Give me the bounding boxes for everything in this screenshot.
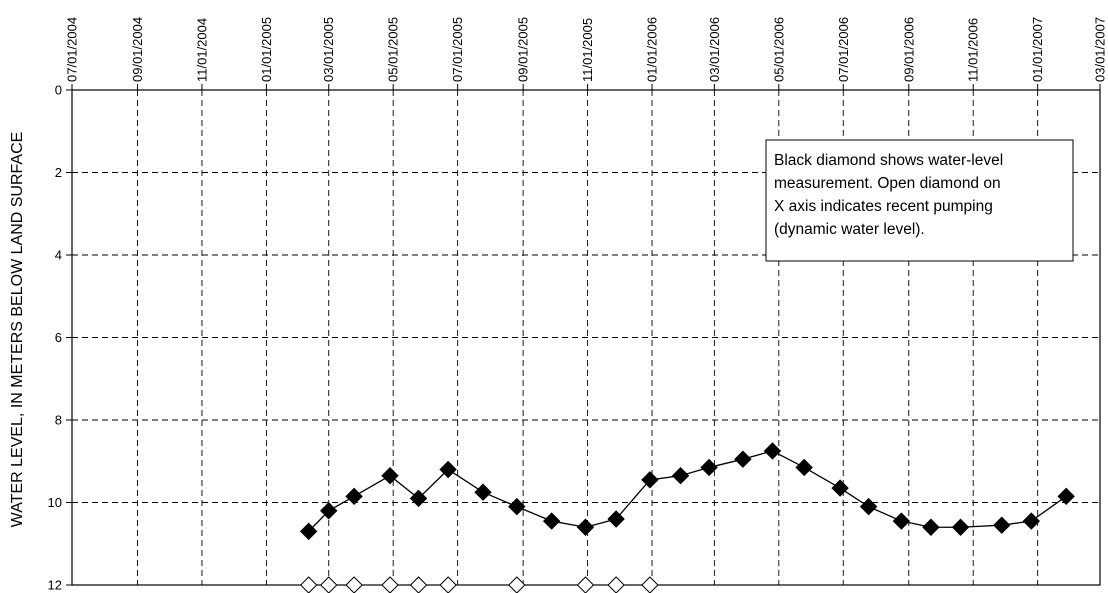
pumping-marker: [576, 576, 595, 593]
annotation-line: (dynamic water level).: [774, 221, 925, 238]
pumping-marker: [381, 576, 399, 593]
annotation-line: X axis indicates recent pumping: [774, 198, 993, 215]
measurement-point: [508, 497, 526, 516]
y-tick-label: 0: [55, 83, 62, 98]
y-tick-label: 4: [55, 248, 62, 263]
x-tick-label: 07/01/2004: [65, 17, 80, 82]
measurement-point: [922, 518, 940, 536]
y-tick-label: 8: [55, 413, 62, 428]
pumping-marker: [607, 576, 625, 593]
measurement-point: [320, 502, 338, 520]
y-tick-label: 6: [55, 330, 62, 345]
measurement-point: [795, 458, 813, 477]
pumping-marker: [641, 576, 659, 593]
measurement-point: [576, 518, 595, 536]
x-tick-label: 11/01/2004: [194, 18, 209, 82]
measurement-point: [700, 458, 718, 477]
annotation-text: Black diamond shows water-level measureme…: [774, 152, 1003, 238]
x-tick-label: 03/01/2005: [321, 17, 336, 82]
y-axis-ticks: 0 2 4 6 8 10 12: [48, 83, 72, 593]
measurement-point: [859, 497, 878, 516]
x-tick-label: 01/01/2006: [645, 17, 660, 82]
x-tick-label: 05/01/2006: [771, 17, 786, 82]
measurement-point: [381, 466, 399, 485]
x-tick-label: 09/01/2006: [901, 17, 916, 82]
measurement-point: [542, 512, 561, 530]
pumping-marker: [409, 576, 428, 593]
x-tick-label: 11/01/2006: [966, 18, 981, 82]
measurement-point: [641, 471, 659, 489]
x-tick-label: 09/01/2004: [130, 17, 145, 82]
measurement-point: [671, 466, 690, 485]
measurement-point: [892, 512, 911, 530]
measurement-point: [1057, 487, 1075, 506]
grid-lines: [72, 90, 1100, 585]
measurement-point: [734, 450, 752, 468]
y-tick-label: 10: [48, 495, 62, 510]
pumping-marker: [345, 576, 363, 593]
measurement-point: [474, 483, 492, 501]
data-series: [299, 442, 1075, 593]
x-tick-label: 01/01/2005: [259, 17, 274, 82]
pumping-marker: [320, 576, 338, 593]
pumping-marker: [299, 576, 318, 593]
measurement-point: [1022, 512, 1041, 530]
y-axis-label: WATER LEVEL, IN METERS BELOW LAND SURFAC…: [9, 132, 26, 528]
pumping-marker: [439, 576, 457, 593]
measurement-point: [831, 479, 849, 497]
annotation-box: Black diamond shows water-level measureme…: [765, 139, 1074, 262]
x-tick-label: 03/01/2006: [707, 17, 722, 82]
x-tick-label: 09/01/2005: [516, 17, 531, 82]
x-tick-label: 11/01/2005: [580, 18, 595, 82]
x-tick-label: 01/01/2007: [1030, 17, 1045, 82]
measurement-point: [409, 489, 428, 508]
measurement-point: [763, 442, 782, 460]
annotation-frame: [765, 139, 1074, 262]
annotation-line: measurement. Open diamond on: [774, 175, 1001, 192]
y-tick-label: 2: [55, 165, 62, 180]
annotation-line: Black diamond shows water-level: [774, 152, 1003, 169]
water-level-line: [308, 450, 1067, 532]
measurement-point: [439, 460, 457, 479]
measurement-point: [345, 487, 363, 506]
pumping-marker: [508, 576, 526, 593]
measurement-point: [299, 522, 318, 541]
x-tick-label: 07/01/2006: [836, 17, 851, 82]
x-axis-ticks: 07/01/2004 09/01/2004 11/01/2004 01/01/2005…: [65, 17, 1108, 90]
x-tick-label: 03/01/2007: [1093, 17, 1108, 82]
measurement-point: [951, 518, 970, 536]
x-tick-label: 07/01/2005: [450, 17, 465, 82]
measurement-point: [993, 516, 1011, 534]
x-tick-label: 05/01/2005: [386, 17, 401, 82]
y-tick-label: 12: [48, 578, 62, 593]
measurement-point: [607, 510, 625, 528]
